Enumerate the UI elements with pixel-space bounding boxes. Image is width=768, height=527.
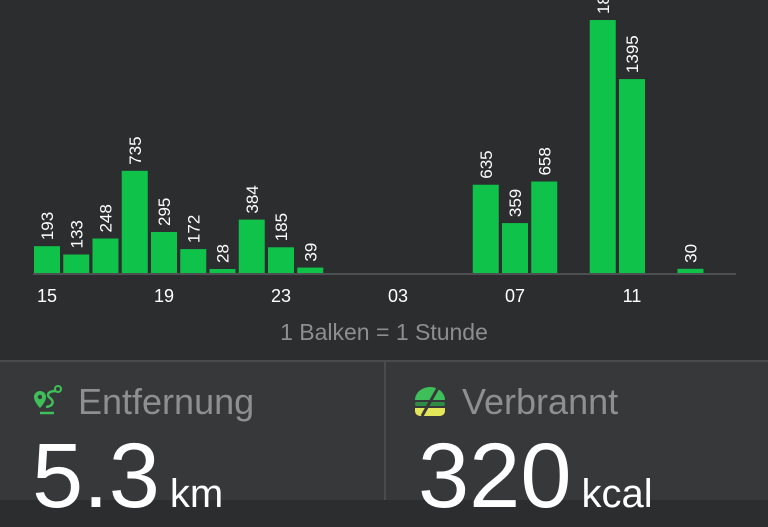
data-label-00: 39 [301,243,320,262]
bar-16 [63,254,90,273]
bar-23 [268,247,294,273]
data-label-11: 1395 [623,35,642,73]
calories-value: 320 kcal [418,430,653,522]
data-label-22: 384 [243,185,262,213]
hourly-steps-chart: 193 15 133 248 735 295 19 172 28 384 185 23 39 03 635 3… [33,0,736,306]
data-label-08: 658 [535,147,554,175]
distance-card[interactable]: Entfernung 5.3 km [0,362,384,523]
bar-00 [297,267,324,273]
data-label-07: 359 [506,189,525,217]
chart-caption: 1 Balken = 1 Stunde [280,319,488,345]
bar-15 [34,246,60,273]
distance-title: Entfernung [78,381,255,422]
tick-label-23: 23 [271,286,291,306]
distance-number: 5.3 [32,425,160,527]
data-label-16: 133 [67,220,86,248]
bar-06 [472,184,499,273]
bar-08 [531,181,558,273]
data-label-13: 30 [682,244,701,263]
data-label-15: 193 [38,212,57,240]
stats-panel: Entfernung 5.3 km Verbrannt 320 kcal [0,360,768,523]
calories-number: 320 [418,425,572,527]
tick-label-15: 15 [37,286,57,306]
bar-20 [180,249,207,273]
bar-13 [677,268,704,273]
data-label-18: 735 [126,136,145,164]
data-label-23: 185 [272,213,291,241]
tick-label-07: 07 [505,286,525,306]
data-label-06: 635 [477,150,496,178]
data-label-21: 28 [214,244,233,263]
calories-unit: kcal [581,472,653,516]
distance-value: 5.3 km [32,430,223,522]
bar-18 [121,170,148,273]
bar-11 [619,79,645,273]
bar-07 [502,223,528,273]
burger-icon [415,387,445,417]
distance-unit: km [169,472,224,516]
bar-22 [238,219,265,273]
data-label-20: 172 [184,215,203,243]
tick-label-11: 11 [623,286,642,306]
route-icon [34,385,62,415]
bar-17 [92,238,119,273]
bar-10 [589,20,616,273]
data-label-19: 295 [155,198,174,226]
bar-19 [151,231,177,273]
tick-label-19: 19 [154,286,174,306]
bar-21 [209,269,236,273]
data-label-10: 1820 [594,0,613,14]
calories-card[interactable]: Verbrannt 320 kcal [384,362,768,522]
tick-label-03: 03 [388,286,408,306]
calories-title: Verbrannt [462,381,619,422]
data-label-17: 248 [97,204,116,232]
